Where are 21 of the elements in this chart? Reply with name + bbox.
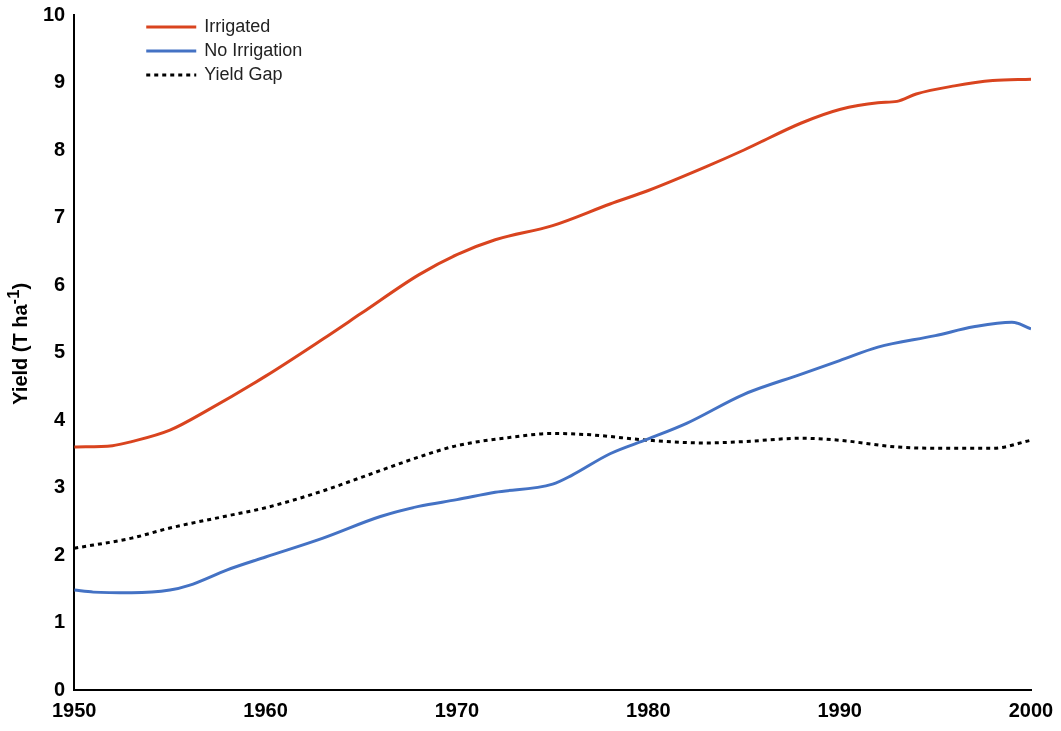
y-tick-label: 0 [54, 677, 66, 700]
y-tick-label: 8 [54, 137, 66, 160]
legend-label: Yield Gap [204, 63, 283, 84]
y-tick-label: 3 [54, 475, 66, 498]
y-tick-label: 7 [54, 205, 66, 228]
y-tick-label: 1 [54, 610, 66, 633]
x-tick-label: 1950 [52, 698, 97, 721]
line-series [74, 320, 1031, 595]
x-tick-label: 1970 [434, 698, 480, 721]
y-tick-label: 6 [54, 272, 66, 295]
legend-label: No Irrigation [204, 39, 303, 60]
x-tick-label: 1980 [626, 698, 671, 721]
legend-label: Irrigated [204, 15, 271, 36]
y-tick-label: 10 [43, 2, 66, 25]
y-tick-label: 9 [54, 70, 66, 93]
y-tick-label: 5 [54, 340, 66, 363]
x-tick-label: 2000 [1008, 698, 1054, 721]
x-tick-label: 1960 [243, 698, 288, 721]
y-tick-label: 4 [54, 407, 67, 430]
y-tick-label: 2 [54, 542, 66, 565]
x-tick-label: 1990 [817, 698, 862, 721]
